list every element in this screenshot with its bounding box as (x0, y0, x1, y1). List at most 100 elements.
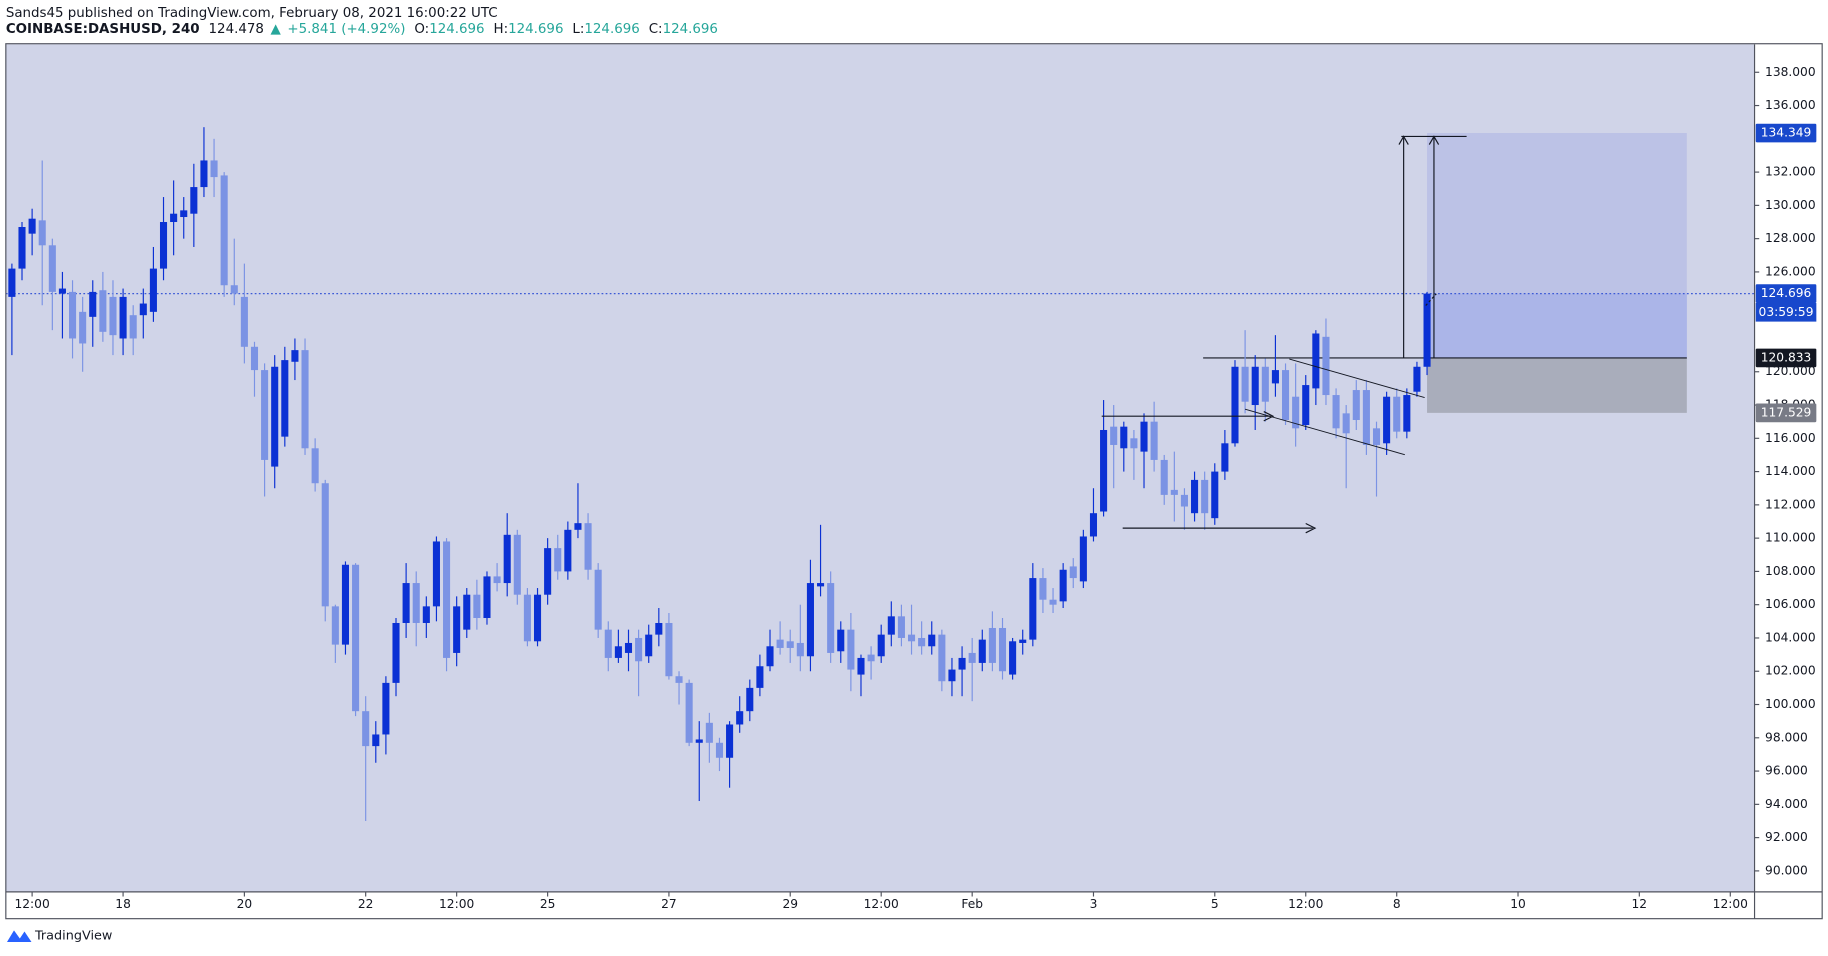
change: +5.841 (+4.92%) (287, 22, 405, 37)
candle-body (422, 606, 430, 623)
candle-body (352, 564, 360, 712)
x-tick-label: Feb (961, 897, 983, 911)
candle-body (847, 629, 855, 670)
candle-body (412, 583, 420, 623)
candle-body (321, 483, 329, 607)
y-tick-label: 136.000 (1765, 98, 1816, 112)
candle-body (624, 642, 633, 653)
y-tick-label: 90.000 (1765, 863, 1808, 877)
candle-body (190, 187, 198, 214)
candle-body (382, 682, 390, 735)
candle-body (453, 606, 461, 653)
candle-body (180, 210, 188, 218)
candle-body (817, 583, 825, 587)
candle-body (978, 639, 986, 663)
candles (8, 127, 1431, 821)
candle-body (503, 534, 511, 584)
candle-body (38, 220, 46, 246)
candle-body (736, 711, 744, 725)
candle-body (968, 652, 976, 663)
candle-body (372, 734, 380, 747)
price-axis (1754, 44, 1823, 892)
candle-body (554, 548, 562, 572)
ohlc-label: L: (572, 22, 584, 37)
candle-body (584, 523, 592, 570)
candle-body (1180, 494, 1188, 507)
y-tick-label: 98.000 (1765, 730, 1808, 744)
candle-body (1312, 333, 1320, 389)
candle-body (1221, 443, 1229, 472)
candle-body (129, 315, 137, 339)
candle-body (28, 218, 36, 234)
x-tick-label: 10 (1510, 897, 1526, 911)
y-tick-label: 138.000 (1765, 65, 1816, 79)
candle-body (1403, 395, 1411, 432)
candle-body (463, 594, 471, 630)
ohlc-value: 124.696 (508, 22, 563, 37)
entry-price: 120.833 (1761, 350, 1812, 364)
x-tick-label: 27 (661, 897, 677, 911)
candle-body (837, 629, 845, 652)
y-tick-label: 100.000 (1765, 697, 1816, 711)
candle-body (705, 722, 713, 743)
trend-line (1289, 358, 1425, 399)
candle-body (432, 541, 440, 607)
candle-body (109, 296, 117, 336)
candle-body (655, 622, 663, 635)
countdown: 03:59:59 (1759, 305, 1814, 319)
y-tick-label: 128.000 (1765, 231, 1816, 245)
candle-body (1140, 421, 1148, 452)
candle-body (1332, 395, 1340, 429)
y-tick-label: 106.000 (1765, 597, 1816, 611)
last-price-tag-bg (1755, 284, 1817, 303)
candle-body (261, 370, 269, 460)
stop-price: 117.529 (1761, 405, 1812, 419)
y-tick-label: 120.000 (1765, 364, 1816, 378)
x-tick-label: 12:00 (14, 897, 49, 911)
brand-logo (6, 930, 32, 942)
candle-body (1110, 426, 1118, 445)
candle-body (1069, 566, 1077, 579)
position-progress (1427, 293, 1687, 358)
symbol-line: COINBASE:DASHUSD, 240 124.478 ▲ +5.841 (… (6, 22, 718, 37)
candle-body (149, 268, 157, 312)
candle-body (170, 213, 178, 223)
change-arrow: ▲ (271, 22, 282, 37)
candle-body (230, 285, 238, 294)
candle-body (1251, 366, 1259, 406)
candle-body (210, 160, 218, 178)
candle-body (362, 711, 370, 747)
y-tick-label: 116.000 (1765, 431, 1816, 445)
candle-body (877, 634, 885, 657)
x-tick-label: 12:00 (864, 897, 899, 911)
candle-body (948, 669, 956, 682)
candle-body (18, 227, 26, 269)
candle-body (1292, 396, 1300, 429)
candle-body (291, 350, 299, 362)
candle-body (1413, 366, 1421, 392)
candle-body (938, 634, 946, 682)
brand: TradingView (34, 929, 112, 944)
candle-body (240, 296, 248, 347)
y-tick-label: 130.000 (1765, 198, 1816, 212)
x-tick-label: 29 (782, 897, 798, 911)
candle-body (635, 637, 643, 662)
candle-body (574, 523, 582, 530)
entry-price-bg (1755, 348, 1817, 368)
candle-body (281, 360, 289, 437)
candle-body (159, 222, 168, 269)
candle-body (645, 634, 653, 657)
candle-body (907, 634, 916, 642)
arrow-head (1263, 411, 1275, 422)
y-tick-label: 110.000 (1765, 531, 1816, 545)
candle-body (1241, 366, 1249, 402)
y-tick-label: 126.000 (1765, 264, 1816, 278)
candle-body (715, 742, 724, 758)
stop-zone (1427, 357, 1687, 413)
candle-body (1383, 396, 1391, 444)
candle-body (1170, 489, 1178, 495)
candle-body (392, 622, 400, 683)
candle-body (99, 290, 107, 332)
candle-body (331, 606, 339, 645)
y-tick-label: 102.000 (1765, 664, 1816, 678)
